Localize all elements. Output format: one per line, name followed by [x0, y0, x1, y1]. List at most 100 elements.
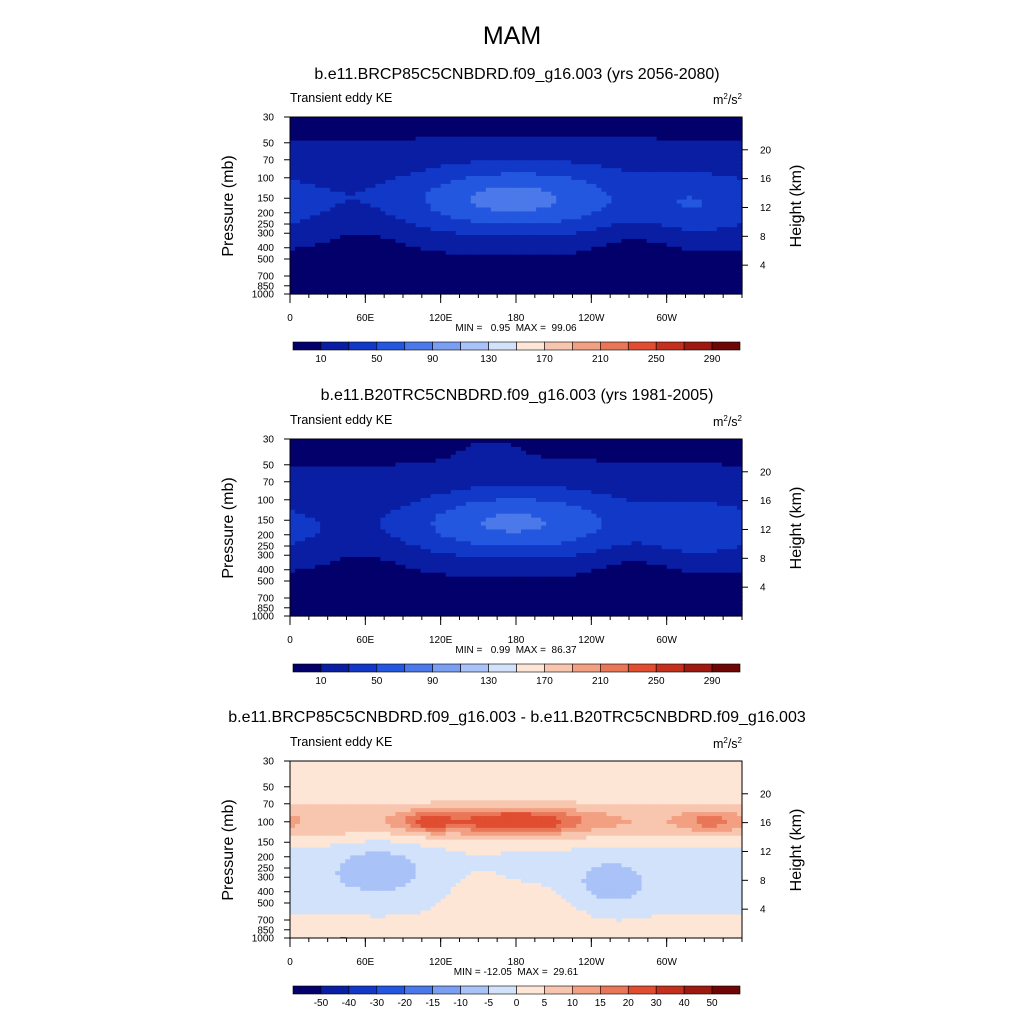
field-cell: [697, 270, 703, 275]
field-cell: [496, 196, 502, 201]
field-cell: [446, 282, 452, 287]
field-cell: [571, 467, 577, 472]
field-cell: [390, 251, 396, 256]
field-cell: [727, 211, 733, 216]
field-cell: [345, 137, 351, 142]
field-cell: [476, 243, 482, 248]
field-cell: [556, 121, 562, 126]
field-cell: [647, 270, 653, 275]
field-cell: [426, 447, 432, 452]
field-cell: [511, 239, 517, 244]
field-cell: [571, 204, 577, 209]
field-cell: [416, 235, 422, 240]
field-cell: [370, 117, 376, 122]
field-cell: [491, 223, 497, 228]
field-cell: [506, 223, 512, 228]
field-cell: [516, 125, 522, 130]
field-cell: [556, 141, 562, 146]
field-cell: [677, 188, 683, 193]
field-cell: [717, 263, 723, 268]
field-cell: [722, 117, 728, 122]
field-cell: [431, 184, 437, 189]
field-cell: [501, 447, 507, 452]
field-cell: [727, 168, 733, 173]
field-cell: [350, 270, 356, 275]
field-cell: [355, 172, 361, 177]
field-cell: [541, 148, 547, 153]
field-cell: [616, 145, 622, 150]
field-cell: [481, 172, 487, 177]
field-cell: [400, 270, 406, 275]
field-cell: [411, 278, 417, 283]
field-cell: [290, 459, 296, 464]
field-cell: [400, 188, 406, 193]
field-cell: [461, 207, 467, 212]
field-cell: [596, 247, 602, 252]
field-cell: [325, 263, 331, 268]
field-cell: [596, 459, 602, 464]
field-cell: [657, 160, 663, 165]
field-cell: [702, 207, 708, 212]
field-cell: [315, 463, 321, 468]
field-cell: [616, 259, 622, 264]
field-cell: [330, 137, 336, 142]
field-cell: [466, 286, 472, 291]
field-cell: [591, 463, 597, 468]
field-cell: [591, 137, 597, 142]
field-cell: [596, 204, 602, 209]
field-cell: [501, 133, 507, 138]
field-cell: [486, 188, 492, 193]
field-cell: [511, 270, 517, 275]
field-cell: [596, 259, 602, 264]
field-cell: [436, 211, 442, 216]
field-cell: [310, 137, 316, 142]
field-cell: [566, 263, 572, 268]
field-cell: [300, 239, 306, 244]
field-cell: [536, 243, 542, 248]
field-cell: [491, 176, 497, 181]
field-cell: [541, 211, 547, 216]
field-cell: [290, 470, 296, 475]
field-cell: [325, 164, 331, 169]
field-cell: [335, 463, 341, 468]
field-cell: [441, 227, 447, 232]
field-cell: [702, 270, 708, 275]
field-cell: [446, 235, 452, 240]
field-cell: [416, 231, 422, 236]
field-cell: [697, 176, 703, 181]
field-cell: [345, 117, 351, 122]
field-cell: [355, 286, 361, 291]
field-cell: [355, 141, 361, 146]
field-cell: [431, 145, 437, 150]
field-cell: [441, 278, 447, 283]
field-cell: [471, 470, 477, 475]
field-cell: [546, 447, 552, 452]
field-cell: [416, 176, 422, 181]
field-cell: [541, 243, 547, 248]
field-cell: [511, 145, 517, 150]
field-cell: [461, 278, 467, 283]
field-cell: [385, 192, 391, 197]
field-cell: [647, 207, 653, 212]
field-cell: [662, 227, 668, 232]
field-cell: [436, 255, 442, 260]
field-cell: [370, 133, 376, 138]
field-cell: [571, 215, 577, 220]
field-cell: [385, 231, 391, 236]
field-cell: [566, 192, 572, 197]
field-cell: [481, 255, 487, 260]
field-cell: [647, 176, 653, 181]
field-cell: [531, 274, 537, 279]
field-cell: [461, 184, 467, 189]
field-cell: [446, 266, 452, 271]
field-cell: [571, 168, 577, 173]
field-cell: [667, 192, 673, 197]
field-cell: [637, 196, 643, 201]
field-cell: [400, 148, 406, 153]
field-cell: [360, 451, 366, 456]
field-cell: [682, 247, 688, 252]
field-cell: [601, 274, 607, 279]
field-cell: [576, 282, 582, 287]
field-cell: [652, 188, 658, 193]
field-cell: [471, 184, 477, 189]
